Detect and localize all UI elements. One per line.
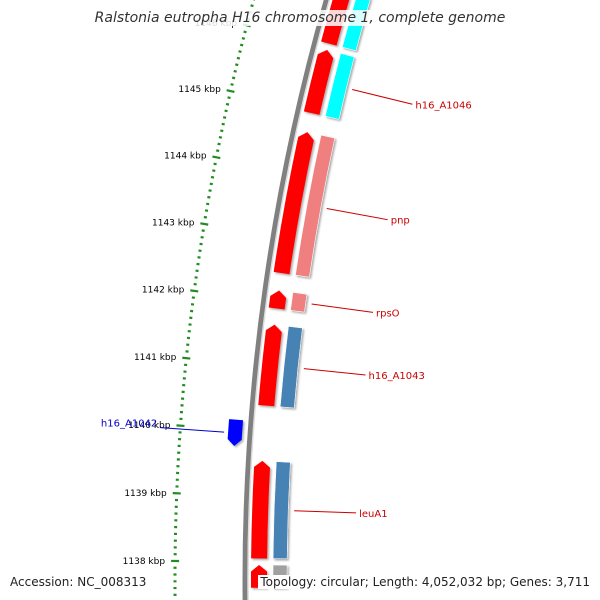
ruler-minor-tick [207, 195, 211, 199]
ruler-minor-tick [233, 69, 237, 73]
ruler-label: 1144 kbp [164, 151, 207, 161]
ruler-minor-tick [241, 37, 246, 40]
backbone [242, 0, 331, 600]
cog-bar [290, 292, 308, 313]
ruler-minor-tick [250, 4, 254, 8]
gene-arrow [251, 460, 271, 559]
feature-label: leuA1 [359, 509, 387, 520]
ruler-label: 1139 kbp [124, 489, 167, 499]
ruler-label: 1145 kbp [178, 85, 221, 95]
ruler-minor-tick [225, 102, 230, 106]
ruler-minor-tick [231, 76, 236, 80]
accession-text: Accession: NC_008313 [8, 575, 149, 589]
gene-arrow [273, 132, 314, 275]
ruler-minor-tick [239, 43, 244, 47]
feature-label: h16_A1042 [101, 419, 157, 430]
gene-arrow [258, 324, 282, 407]
feature-label: rpsO [376, 308, 400, 319]
ruler-major-tick [176, 424, 185, 428]
ruler-minor-tick [224, 109, 228, 113]
ruler-label: 1140 kbp [128, 421, 171, 431]
ruler-major-tick [200, 222, 209, 226]
gene-track [227, 0, 350, 588]
ruler-minor-tick [236, 56, 241, 60]
ruler-major-tick [226, 89, 235, 94]
ruler-minor-tick [212, 169, 216, 172]
gene-arrow [227, 419, 244, 447]
ruler-minor-tick [222, 116, 227, 119]
cog-bar [272, 461, 291, 559]
ruler-minor-tick [218, 136, 223, 139]
label-leader [294, 510, 357, 514]
map-title: Ralstonia eutropha H16 chromosome 1, com… [0, 10, 600, 26]
ruler-minor-tick [216, 149, 220, 153]
cog-bar [279, 326, 303, 409]
ruler-minor-tick [206, 202, 210, 206]
ruler-minor-tick [220, 129, 224, 133]
ruler-minor-tick [238, 50, 242, 54]
cog-bar [325, 53, 355, 120]
ruler-minor-tick [204, 209, 209, 212]
backbone-ring [242, 0, 329, 600]
ruler-minor-tick [217, 142, 221, 146]
ruler-minor-tick [213, 162, 217, 166]
label-leader [352, 89, 413, 105]
label-leader [326, 208, 388, 221]
ruler-minor-tick [230, 83, 234, 86]
ruler-minor-tick [208, 189, 212, 192]
ruler-minor-tick [227, 96, 231, 100]
gene-arrow [303, 49, 334, 115]
ruler-minor-tick [221, 122, 225, 126]
ruler-minor-tick [243, 30, 247, 34]
gene-arrow [268, 290, 287, 310]
ruler-major-tick [190, 289, 199, 293]
feature-label: h16_A1046 [415, 100, 471, 111]
feature-label: pnp [391, 216, 410, 227]
feature-label: h16_A1043 [369, 371, 425, 382]
ruler-label: 1143 kbp [152, 218, 195, 228]
ruler-minor-tick [210, 175, 215, 179]
cog-bar [295, 134, 336, 278]
ruler-minor-tick [235, 63, 239, 67]
ruler-major-tick [212, 155, 221, 160]
ruler-label: 1142 kbp [142, 286, 185, 296]
label-leader [303, 368, 366, 376]
label-leader [311, 303, 374, 313]
topology-text: Topology: circular; Length: 4,052,032 bp… [258, 575, 592, 589]
ruler-label: 1138 kbp [123, 557, 166, 567]
label-leader [160, 427, 225, 433]
ruler-label: 1141 kbp [134, 353, 177, 363]
ruler-minor-tick [209, 182, 213, 186]
backbone-highlight [247, 0, 331, 600]
ruler-major-tick [182, 356, 191, 360]
feature-labels: leuA1 h16_A1042 h16_A1043 rpsO pnp h16_A1046 [101, 89, 472, 520]
